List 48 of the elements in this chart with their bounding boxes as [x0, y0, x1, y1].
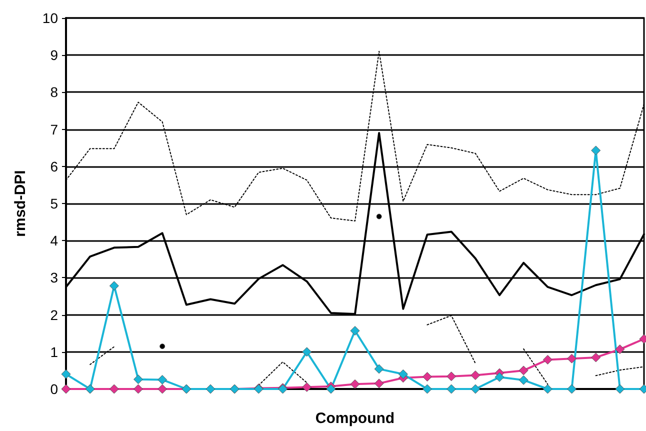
y-tick-label: 6 — [50, 158, 58, 174]
point — [160, 344, 166, 350]
point — [109, 384, 119, 394]
point — [446, 372, 456, 382]
point — [376, 214, 382, 220]
point — [422, 372, 432, 382]
y-tick-label: 8 — [50, 84, 58, 100]
point — [518, 375, 528, 385]
point — [591, 352, 601, 362]
point — [422, 384, 432, 394]
point — [567, 384, 576, 394]
y-tick-label: 2 — [50, 306, 58, 323]
y-tick-label: 10 — [42, 10, 58, 26]
y-tick-label: 4 — [50, 232, 58, 249]
point — [302, 347, 312, 357]
y-tick-label: 5 — [50, 196, 58, 212]
point — [542, 354, 552, 364]
point — [134, 384, 143, 394]
point — [302, 382, 312, 392]
point — [470, 370, 480, 380]
point — [518, 366, 528, 376]
y-tick-label: 7 — [50, 121, 58, 138]
y-tick-label: 1 — [50, 344, 58, 360]
y-tick-label: 3 — [50, 270, 58, 286]
y-tick-label: 0 — [50, 381, 58, 397]
point — [615, 384, 625, 394]
point — [61, 369, 71, 379]
point — [446, 384, 456, 394]
point — [591, 146, 601, 156]
point — [542, 384, 552, 394]
point — [615, 344, 625, 354]
point — [470, 384, 480, 394]
point — [350, 326, 360, 336]
point — [350, 379, 360, 389]
point — [109, 281, 119, 291]
point — [374, 378, 384, 388]
point — [494, 372, 504, 382]
point — [61, 384, 71, 394]
y-tick-label: 9 — [50, 47, 58, 64]
x-axis-title: Compound — [315, 410, 395, 427]
point — [398, 369, 408, 379]
point — [158, 374, 168, 384]
y-axis-title: rmsd-DPI — [12, 170, 29, 237]
point — [567, 354, 576, 364]
point — [374, 364, 384, 374]
point — [326, 384, 336, 394]
point — [134, 374, 143, 384]
point — [158, 384, 168, 394]
